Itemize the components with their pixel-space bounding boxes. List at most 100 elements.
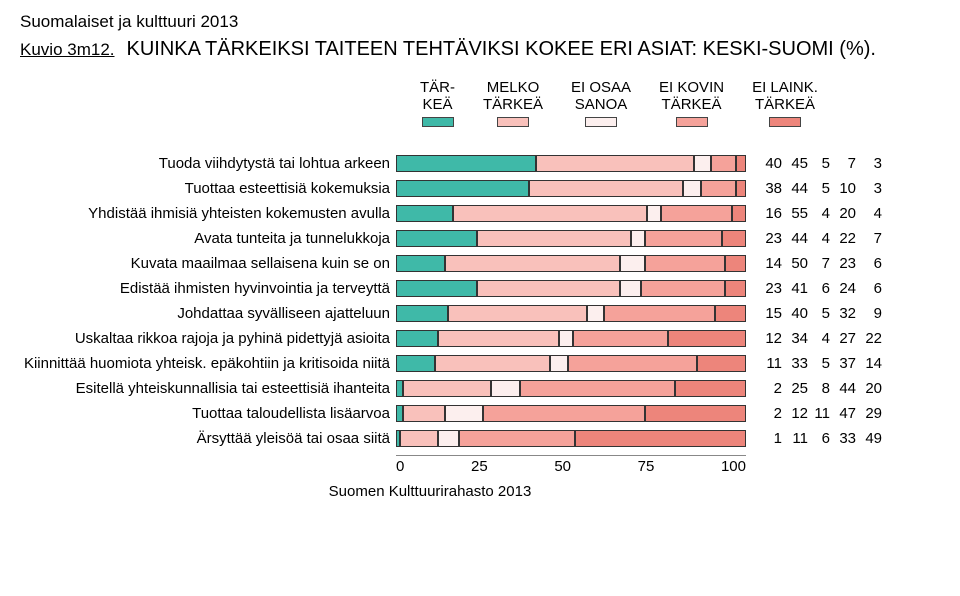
value-cell: 44 — [830, 380, 856, 397]
bar-segment — [396, 280, 477, 297]
bar-segment — [573, 330, 668, 347]
bar-segment — [396, 305, 448, 322]
bar-segment — [396, 205, 453, 222]
value-cell: 7 — [808, 255, 830, 272]
bar-segment — [661, 205, 732, 222]
value-cell: 29 — [856, 405, 882, 422]
value-cell: 44 — [782, 230, 808, 247]
bar-segment — [647, 205, 661, 222]
value-cell: 49 — [856, 430, 882, 447]
legend-swatch — [676, 117, 708, 127]
axis-tick: 100 — [721, 458, 746, 475]
value-cell: 24 — [830, 280, 856, 297]
value-cell: 23 — [830, 255, 856, 272]
row-label: Kuvata maailmaa sellaisena kuin se on — [20, 251, 390, 276]
bar-segment — [620, 280, 641, 297]
bar-segment — [550, 355, 568, 372]
bar-segment — [732, 205, 746, 222]
bar-segment — [645, 230, 722, 247]
value-cell: 6 — [856, 255, 882, 272]
value-row: 113353714 — [756, 351, 882, 376]
bar-segment — [445, 405, 483, 422]
value-cell: 41 — [782, 280, 808, 297]
value-cell: 5 — [808, 180, 830, 197]
value-row: 11163349 — [756, 426, 882, 451]
value-row: 14507236 — [756, 251, 882, 276]
stacked-bar — [396, 380, 746, 397]
value-cell: 9 — [856, 305, 882, 322]
row-label: Esitellä yhteiskunnallisia tai esteettis… — [20, 376, 390, 401]
bar-segment — [604, 305, 715, 322]
row-label: Tuottaa taloudellista lisäarvoa — [20, 401, 390, 426]
bar-segment — [396, 230, 477, 247]
value-cell: 12 — [782, 405, 808, 422]
value-cell: 33 — [830, 430, 856, 447]
value-cell: 16 — [756, 205, 782, 222]
chart-area: Tuoda viihdytystä tai lohtua arkeen Tuott… — [20, 151, 940, 451]
bar-segment — [715, 305, 746, 322]
bar-segment — [396, 355, 435, 372]
bar-segment — [559, 330, 573, 347]
value-cell: 23 — [756, 280, 782, 297]
bar-row — [396, 351, 746, 376]
bar-row — [396, 276, 746, 301]
x-axis-ticks: 0255075100 — [396, 458, 746, 475]
bar-segment — [483, 405, 646, 422]
stacked-bar — [396, 430, 746, 447]
value-row: 212114729 — [756, 401, 882, 426]
value-cell: 11 — [756, 355, 782, 372]
row-label: Johdattaa syvälliseen ajatteluun — [20, 301, 390, 326]
bar-segment — [459, 430, 575, 447]
axis-tick: 0 — [396, 458, 404, 475]
value-cell: 14 — [756, 255, 782, 272]
value-cell: 1 — [756, 430, 782, 447]
value-row: 23444227 — [756, 226, 882, 251]
value-cell: 5 — [808, 305, 830, 322]
bar-segment — [520, 380, 676, 397]
source-line: Suomen Kulttuurirahasto 2013 — [0, 483, 940, 500]
value-cell: 5 — [808, 155, 830, 172]
legend-item: EI KOVINTÄRKEÄ — [659, 79, 724, 127]
bar-segment — [697, 355, 746, 372]
bar-segment — [435, 355, 551, 372]
value-row: 38445103 — [756, 176, 882, 201]
stacked-bar — [396, 405, 746, 422]
row-label: Edistää ihmisten hyvinvointia ja terveyt… — [20, 276, 390, 301]
bar-row — [396, 201, 746, 226]
bar-row — [396, 326, 746, 351]
value-cell: 4 — [856, 205, 882, 222]
value-cell: 7 — [856, 230, 882, 247]
bar-segment — [396, 255, 445, 272]
bar-segment — [568, 355, 698, 372]
value-cell: 3 — [856, 180, 882, 197]
bar-segment — [403, 380, 491, 397]
legend-swatch — [497, 117, 529, 127]
bar-segment — [668, 330, 746, 347]
bar-segment — [536, 155, 694, 172]
value-cell: 20 — [856, 380, 882, 397]
stacked-bar — [396, 155, 746, 172]
legend-item: EI OSAASANOA — [571, 79, 631, 127]
row-label: Avata tunteita ja tunnelukkoja — [20, 226, 390, 251]
row-label: Yhdistää ihmisiä yhteisten kokemusten av… — [20, 201, 390, 226]
value-cell: 37 — [830, 355, 856, 372]
value-cell: 55 — [782, 205, 808, 222]
value-cell: 6 — [808, 280, 830, 297]
value-cell: 33 — [782, 355, 808, 372]
x-axis-line — [396, 455, 746, 456]
value-cell: 2 — [756, 380, 782, 397]
bar-segment — [620, 255, 645, 272]
bar-row — [396, 401, 746, 426]
value-cell: 38 — [756, 180, 782, 197]
row-label: Ärsyttää yleisöä tai osaa siitä — [20, 426, 390, 451]
stacked-bar — [396, 255, 746, 272]
bar-segment — [448, 305, 587, 322]
value-cell: 23 — [756, 230, 782, 247]
bar-row — [396, 176, 746, 201]
bar-segment — [701, 180, 736, 197]
bar-row — [396, 376, 746, 401]
value-row: 4045573 — [756, 151, 882, 176]
row-label: Tuoda viihdytystä tai lohtua arkeen — [20, 151, 390, 176]
stacked-bar — [396, 280, 746, 297]
value-cell: 4 — [808, 230, 830, 247]
